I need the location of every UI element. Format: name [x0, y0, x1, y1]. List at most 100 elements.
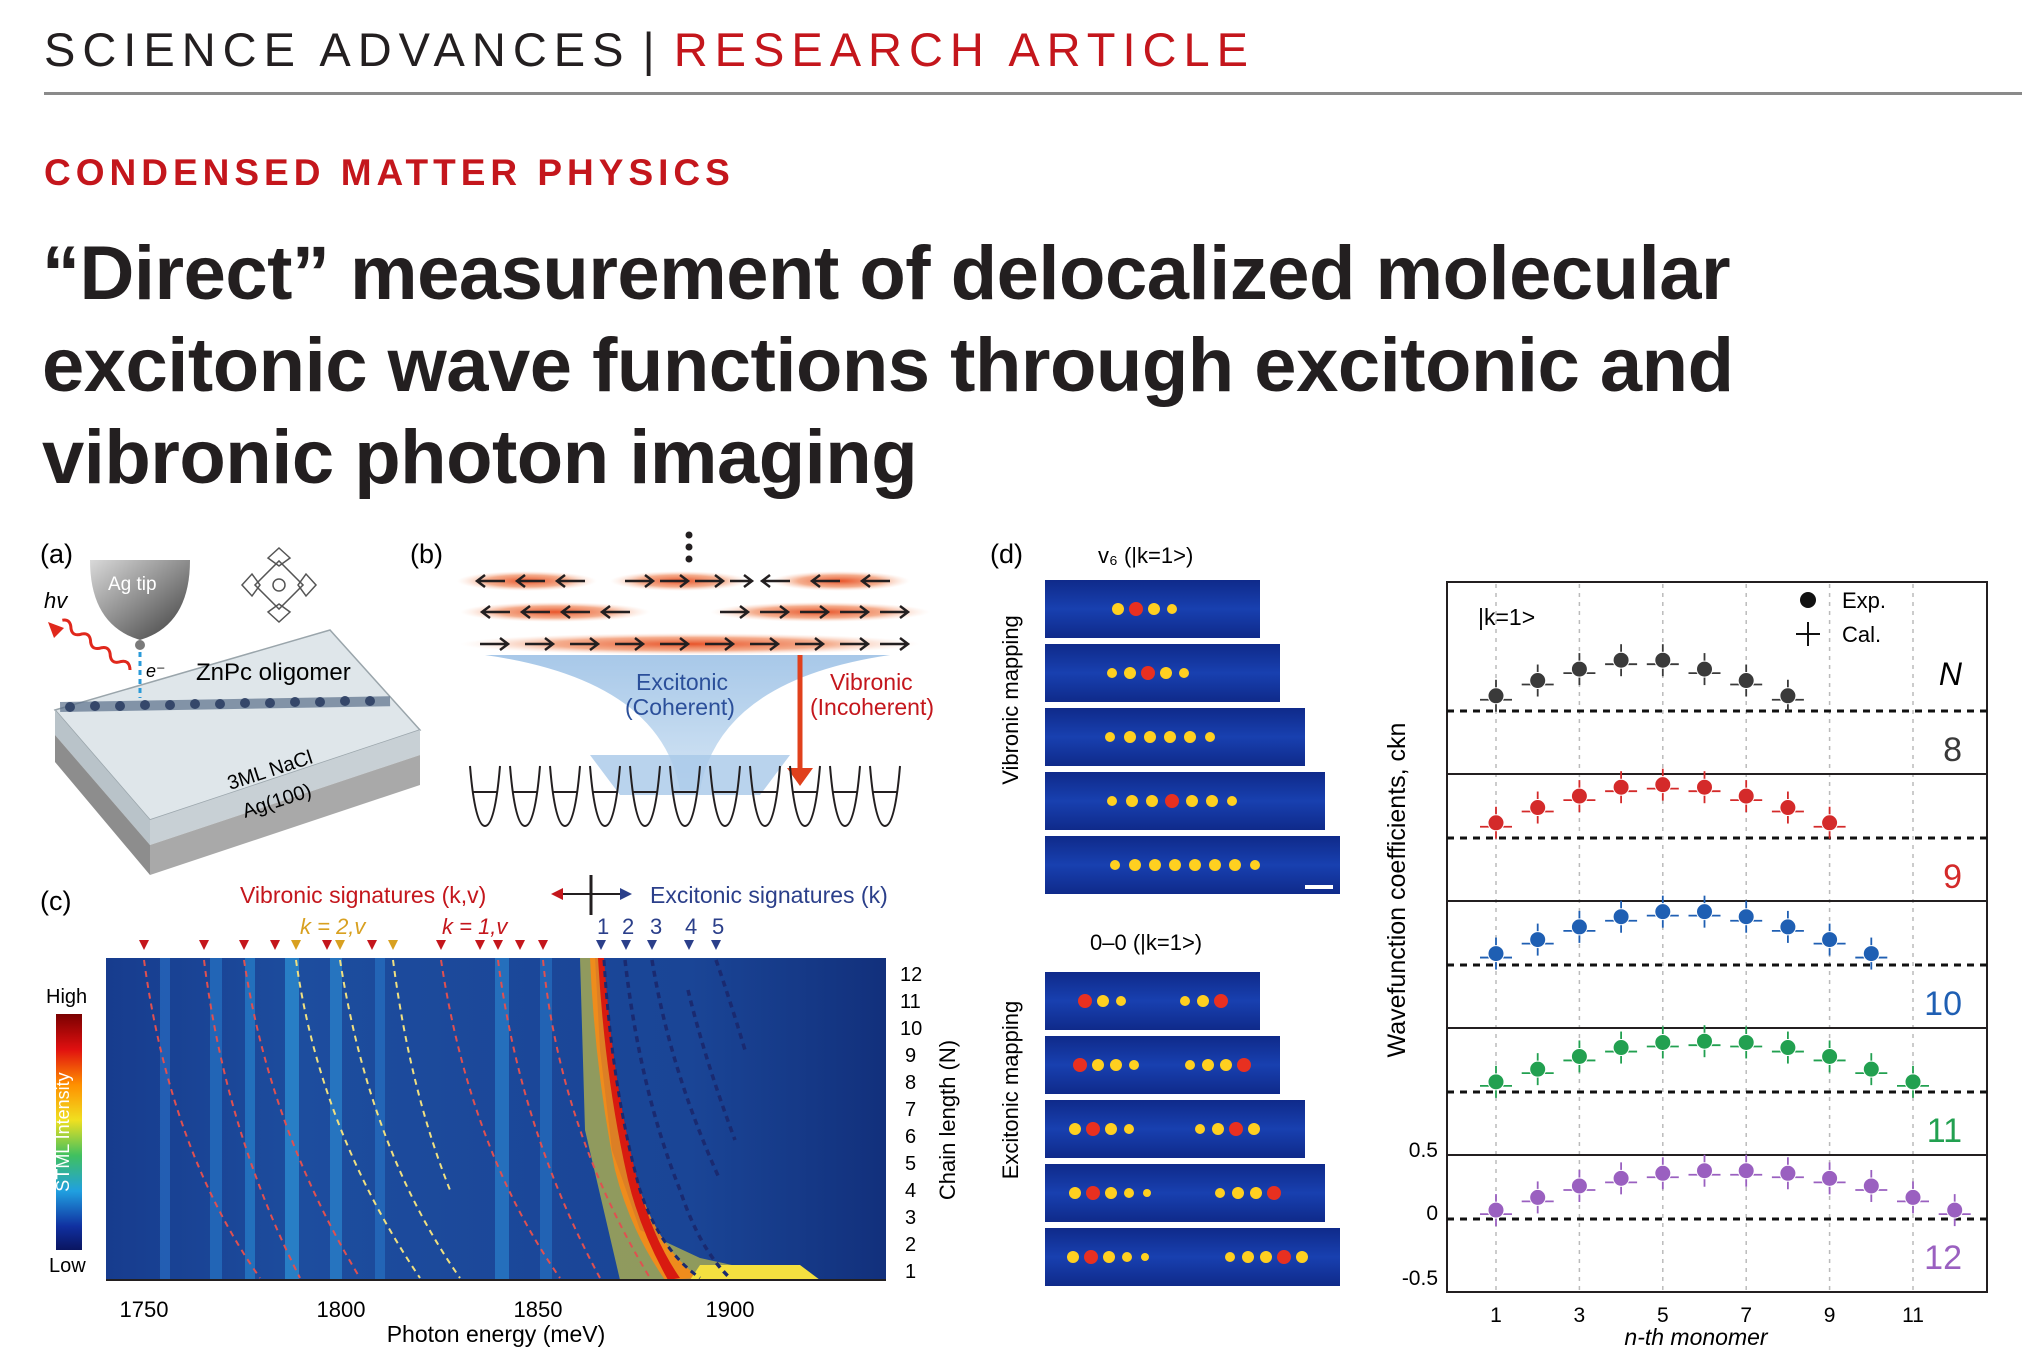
- left-arrowhead: [551, 888, 563, 900]
- spin-arrows: [474, 574, 911, 651]
- exp-point-10-7: [1737, 908, 1755, 926]
- tip-apex: [135, 640, 145, 650]
- exp-point-11-1: [1487, 1073, 1505, 1091]
- photon-wave: [62, 618, 132, 671]
- heatmap-band-n1: [690, 1265, 820, 1280]
- exp-point-12-6: [1696, 1162, 1713, 1180]
- figure: (a) 3ML NaCl Ag(100) Ag tip e⁻ hv ZnPc o…: [0, 530, 2022, 1359]
- exp-point-8-6: [1696, 660, 1713, 678]
- exp-point-9-8: [1779, 799, 1797, 817]
- exciton-label-2: 2: [622, 914, 634, 939]
- nacl-side-front: [150, 730, 420, 845]
- legend-exp-marker: [1800, 592, 1816, 608]
- header-separator: |: [642, 23, 662, 76]
- vibronic-map-title: v₆ (|k=1>): [1098, 543, 1193, 568]
- heatmap-y-ticks: 12 11 10 9 8 7 6 5 4 3 2 1: [900, 964, 922, 1283]
- colorbar-label: STML Intensity: [53, 1072, 73, 1191]
- x-tick-1800: 1800: [317, 1297, 366, 1322]
- exp-point-10-1: [1487, 945, 1505, 963]
- exp-point-11-8: [1779, 1039, 1797, 1057]
- exp-point-9-4: [1612, 778, 1630, 796]
- signature-markers: [139, 940, 721, 950]
- exp-point-12-11: [1904, 1188, 1922, 1206]
- y-tick-1: 1: [905, 1261, 916, 1283]
- legend-cal-marker: [1796, 622, 1820, 646]
- x-tick-1850: 1850: [514, 1297, 563, 1322]
- panel-a: (a) 3ML NaCl Ag(100) Ag tip e⁻ hv ZnPc o…: [40, 539, 422, 875]
- y-tick-3: 3: [905, 1207, 916, 1229]
- y-tick-10: 10: [900, 1018, 922, 1040]
- exciton-label-1: 1: [597, 914, 609, 939]
- exp-point-9-1: [1487, 814, 1505, 832]
- exp-point-12-10: [1862, 1177, 1880, 1195]
- x-tick-5: 5: [1657, 1304, 1669, 1327]
- exp-point-8-4: [1612, 651, 1630, 669]
- state-label: |k=1>: [1478, 604, 1535, 630]
- legend-cal-label: Cal.: [1842, 622, 1881, 647]
- vibronic-signatures-label: Vibronic signatures (k,v): [240, 882, 486, 908]
- exp-point-9-2: [1529, 799, 1547, 817]
- photon-label: hv: [44, 588, 69, 613]
- heatmap-x-ticks: 1750 1800 1850 1900: [120, 1297, 755, 1322]
- exciton-label-4: 4: [685, 914, 697, 939]
- potential-wells: [469, 765, 901, 828]
- x-tick-7: 7: [1740, 1304, 1752, 1327]
- y-tick-5: 5: [905, 1153, 916, 1175]
- excitonic-signatures-label: Excitonic signatures (k): [650, 882, 888, 908]
- y-tick-9: 9: [905, 1045, 916, 1067]
- ag-side-left: [55, 735, 150, 875]
- exp-point-11-4: [1612, 1039, 1630, 1057]
- exp-point-11-9: [1821, 1047, 1839, 1065]
- y-tick-2: 2: [905, 1234, 916, 1256]
- exp-point-10-4: [1612, 908, 1630, 926]
- vibronic-label-1: Vibronic: [830, 669, 913, 695]
- exp-point-8-5: [1654, 651, 1672, 669]
- chart-y-ticks: 0.5 0 -0.5: [1402, 1139, 1438, 1290]
- x-tick-1750: 1750: [120, 1297, 169, 1322]
- panel-b-label: (b): [410, 539, 443, 569]
- y-tick-12: 12: [900, 964, 922, 986]
- x-tick-11: 11: [1902, 1304, 1924, 1327]
- electron-label: e⁻: [146, 661, 166, 681]
- series-label-11: 11: [1927, 1112, 1962, 1150]
- chart-frame: [1446, 581, 1988, 1293]
- y-tick-8: 8: [905, 1072, 916, 1094]
- exp-point-11-11: [1904, 1073, 1922, 1091]
- colorbar-high: High: [46, 986, 87, 1008]
- right-arrowhead: [620, 888, 632, 900]
- legend-exp-label: Exp.: [1842, 588, 1886, 613]
- exp-point-11-5: [1654, 1033, 1672, 1051]
- chart-panel-labels: 8 9 10 11 12: [1924, 731, 1962, 1277]
- figure-svg: (a) 3ML NaCl Ag(100) Ag tip e⁻ hv ZnPc o…: [40, 531, 1988, 1350]
- exciton-label-5: 5: [712, 914, 724, 939]
- excitonic-maps: [1045, 972, 1340, 1286]
- exp-point-10-10: [1862, 945, 1880, 963]
- chart-panel-dividers: [1447, 709, 1987, 1221]
- panel-b: (b) Excitonic (Coherent) Vibronic (Incoh…: [410, 531, 934, 828]
- ag-side-front: [150, 755, 420, 875]
- article-type: RESEARCH ARTICLE: [673, 23, 1255, 76]
- fit-lines: [143, 959, 747, 1280]
- exp-point-11-10: [1862, 1060, 1880, 1078]
- vibronic-maps: [1045, 580, 1340, 894]
- series-label-10: 10: [1924, 985, 1962, 1023]
- y-tick-0.5: 0.5: [1409, 1139, 1438, 1162]
- heatmap-band-red: [598, 958, 680, 1280]
- panel-c-label: (c): [40, 886, 71, 916]
- exp-point-10-8: [1779, 918, 1797, 936]
- section-label: CONDENSED MATTER PHYSICS: [44, 152, 735, 193]
- header-rule: [44, 92, 2022, 95]
- molecule-label: ZnPc oligomer: [196, 659, 351, 686]
- vibronic-label-2: (Incoherent): [810, 694, 934, 720]
- exp-point-12-3: [1570, 1177, 1588, 1195]
- x-tick-9: 9: [1824, 1304, 1836, 1327]
- chart-xlabel: n-th monomer: [1624, 1324, 1769, 1350]
- exciton-label-3: 3: [650, 914, 662, 939]
- vertical-ellipsis-icon: [685, 531, 693, 563]
- colorbar-low: Low: [49, 1255, 86, 1277]
- x-tick-1: 1: [1490, 1304, 1502, 1327]
- panel-a-label: (a): [40, 539, 73, 569]
- exp-point-11-7: [1737, 1033, 1755, 1051]
- y-tick-4: 4: [905, 1180, 916, 1202]
- k2-label: k = 2,v: [300, 914, 367, 939]
